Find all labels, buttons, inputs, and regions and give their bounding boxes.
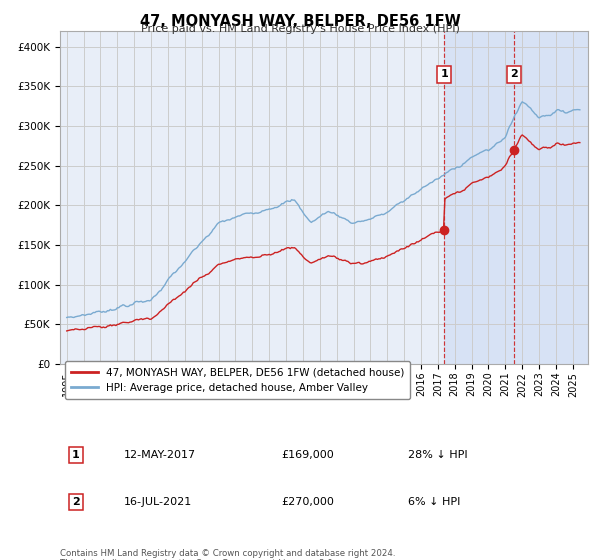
Text: 2: 2 (72, 497, 80, 507)
Text: 6% ↓ HPI: 6% ↓ HPI (409, 497, 461, 507)
Text: 1: 1 (440, 69, 448, 80)
Text: £270,000: £270,000 (282, 497, 335, 507)
Text: 47, MONYASH WAY, BELPER, DE56 1FW: 47, MONYASH WAY, BELPER, DE56 1FW (140, 14, 460, 29)
Text: 28% ↓ HPI: 28% ↓ HPI (409, 450, 468, 460)
Text: Contains HM Land Registry data © Crown copyright and database right 2024.
This d: Contains HM Land Registry data © Crown c… (60, 549, 395, 560)
Legend: 47, MONYASH WAY, BELPER, DE56 1FW (detached house), HPI: Average price, detached: 47, MONYASH WAY, BELPER, DE56 1FW (detac… (65, 361, 410, 399)
Text: 2: 2 (511, 69, 518, 80)
Text: 16-JUL-2021: 16-JUL-2021 (124, 497, 191, 507)
Text: 12-MAY-2017: 12-MAY-2017 (124, 450, 196, 460)
Text: £169,000: £169,000 (282, 450, 335, 460)
Text: Price paid vs. HM Land Registry's House Price Index (HPI): Price paid vs. HM Land Registry's House … (140, 24, 460, 34)
Bar (444, 31, 600, 364)
Text: 1: 1 (72, 450, 80, 460)
